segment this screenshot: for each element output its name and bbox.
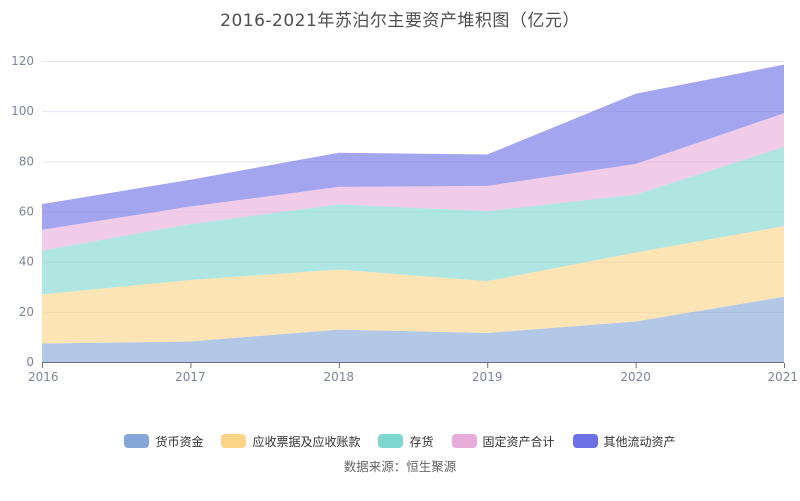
- legend-item-固定资产合计[interactable]: 固定资产合计: [451, 433, 555, 450]
- y-tick-label: 100: [11, 104, 34, 118]
- x-tick-label: 2020: [620, 370, 651, 384]
- area-band-货币资金: [42, 296, 784, 362]
- legend-item-存货[interactable]: 存货: [378, 433, 434, 450]
- chart-title: 2016-2021年苏泊尔主要资产堆积图（亿元）: [220, 11, 580, 31]
- legend-item-其他流动资产[interactable]: 其他流动资产: [572, 433, 676, 450]
- legend-label: 存货: [409, 434, 434, 449]
- legend-item-应收票据及应收账款[interactable]: 应收票据及应收账款: [221, 433, 360, 450]
- stacked-area-plot: 0 20 40 60 80 100 120 2016 2017 2018 2019 2020 2021: [11, 54, 798, 384]
- legend-label: 其他流动资产: [603, 434, 676, 449]
- area-band-应收票据及应收账款: [42, 226, 784, 344]
- y-tick-label: 60: [19, 205, 34, 219]
- legend-label: 应收票据及应收账款: [252, 434, 361, 449]
- y-tick-label: 120: [11, 54, 34, 68]
- area-band-其他流动资产: [42, 64, 784, 230]
- legend-swatch-icon: [572, 434, 598, 448]
- data-source: 数据来源：恒生聚源: [343, 459, 457, 474]
- legend-swatch-icon: [221, 434, 247, 448]
- y-tick-label: 20: [19, 305, 34, 319]
- legend-swatch-icon: [378, 434, 404, 448]
- legend-item-货币资金[interactable]: 货币资金: [124, 433, 203, 450]
- area-band-固定资产合计: [42, 113, 784, 251]
- legend-label: 固定资产合计: [482, 434, 555, 449]
- legend: 货币资金 应收票据及应收账款 存货 固定资产合计 其他流动资产: [0, 431, 800, 451]
- x-tick-label: 2017: [175, 370, 206, 384]
- x-tick-label: 2021: [767, 370, 798, 384]
- x-tick-label: 2019: [472, 370, 503, 384]
- legend-swatch-icon: [124, 434, 150, 448]
- x-tick-label: 2016: [28, 370, 59, 384]
- y-tick-label: 0: [26, 355, 34, 369]
- area-band-存货: [42, 146, 784, 295]
- x-tick-label: 2018: [324, 370, 355, 384]
- legend-swatch-icon: [451, 434, 477, 448]
- legend-label: 货币资金: [155, 434, 204, 449]
- y-tick-label: 80: [19, 154, 34, 168]
- y-tick-label: 40: [19, 255, 34, 269]
